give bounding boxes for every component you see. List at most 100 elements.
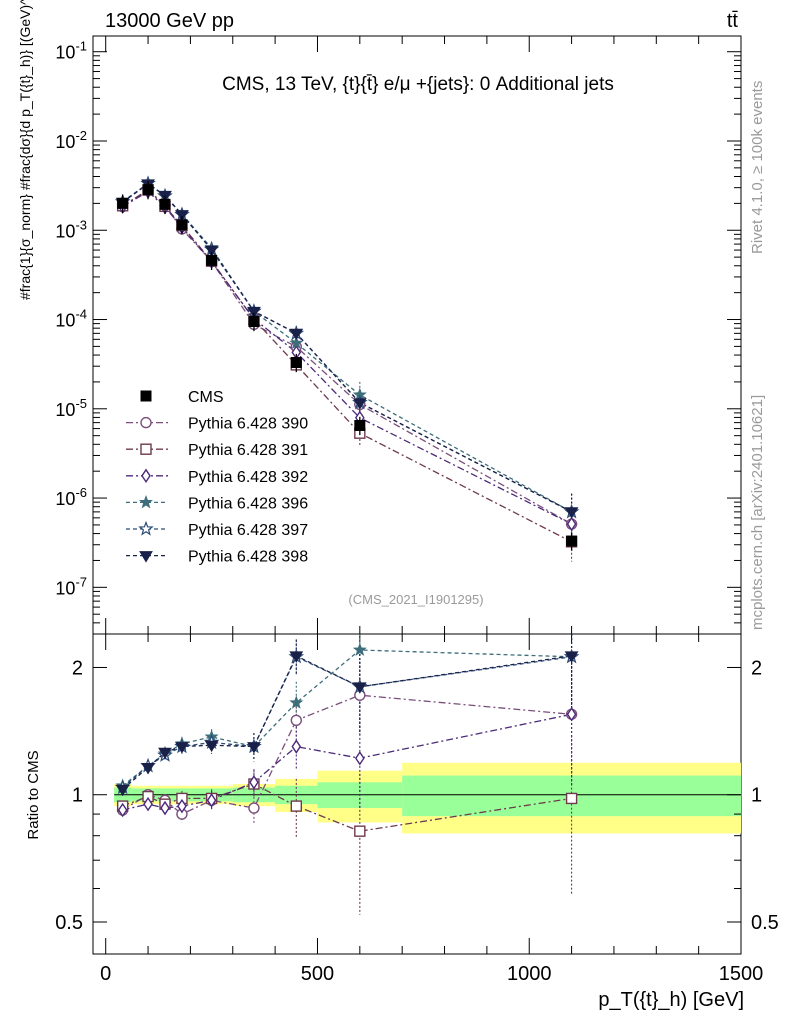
legend-entry: Pythia 6.428 398: [126, 549, 308, 566]
marker-square: [206, 254, 218, 266]
y-tick-label-top: 10-6: [55, 485, 87, 509]
x-tick-label: 1500: [719, 963, 764, 985]
y-axis-label-bottom: Ratio to CMS: [25, 750, 42, 839]
marker-diamond: [141, 468, 151, 484]
header-right: tt̄: [727, 10, 739, 32]
axes: 10-7 10-6 10-5 10-4 10-3 10-2 10-1 0.5 0.5 1 1 2 2 0 5…: [55, 36, 779, 985]
legend-entry: Pythia 6.428 392: [126, 468, 308, 486]
marker-triangle: [141, 762, 155, 775]
marker-triangle: [564, 507, 579, 519]
series-line-ratio: [122, 649, 572, 787]
legend: CMS Pythia 6.428 390 Pythia 6.428 391 Pythi…: [126, 389, 308, 566]
series-line-top: [122, 182, 572, 513]
marker-triangle: [175, 210, 189, 222]
legend-entry-cms: CMS: [140, 389, 224, 406]
marker-star: [138, 520, 154, 536]
series-line-top: [122, 183, 572, 513]
marker-diamond: [249, 775, 259, 790]
x-tick-label: 500: [301, 963, 334, 985]
y-tick-label-top: 10-5: [55, 396, 87, 420]
series-line-top: [122, 182, 572, 513]
marker-triangle: [175, 742, 189, 754]
marker-square: [354, 825, 366, 837]
marker-square: [159, 198, 171, 210]
marker-diamond: [143, 796, 153, 812]
marker-square: [290, 357, 302, 369]
y-tick-label-bottom-right: 1: [751, 785, 762, 807]
legend-entry: Pythia 6.428 397: [126, 520, 308, 539]
legend-entry: Pythia 6.428 391: [126, 442, 308, 459]
marker-triangle: [115, 784, 130, 797]
legend-label: Pythia 6.428 391: [188, 442, 308, 459]
legend-label: Pythia 6.428 392: [188, 469, 308, 486]
marker-triangle: [158, 747, 172, 760]
y-tick-label-bottom: 1: [72, 785, 83, 807]
marker-square: [140, 390, 152, 402]
x-tick-label: 1000: [507, 963, 552, 985]
marker-circle: [140, 416, 152, 429]
chart-title: CMS, 13 TeV, {t}{t̄} e/μ +{jets}: 0 Addi…: [222, 74, 614, 95]
x-axis-label: p_T({t}_h) [GeV]: [598, 989, 744, 1011]
marker-triangle: [289, 328, 304, 341]
marker-triangle: [352, 398, 367, 410]
y-tick-label-top: 10-7: [55, 574, 87, 598]
y-tick-label-top: 10-4: [55, 307, 87, 331]
marker-diamond: [117, 802, 128, 818]
marker-diamond: [177, 798, 187, 814]
legend-entry: Pythia 6.428 390: [126, 416, 308, 433]
marker-square: [142, 184, 154, 196]
ratio-panel-series: [114, 634, 580, 915]
marker-diamond: [354, 750, 365, 766]
x-tick-label: 0: [100, 963, 111, 985]
y-axis-label-top: #frac{1}{σ_norm} #frac{dσ}{d p_T({t}_h)}…: [17, 0, 33, 300]
y-tick-label-bottom: 2: [72, 657, 83, 679]
legend-label: Pythia 6.428 398: [188, 549, 308, 566]
marker-diamond: [291, 739, 302, 754]
marker-square: [354, 419, 366, 431]
top-panel-frame: [92, 35, 742, 635]
marker-triangle: [289, 651, 304, 663]
y-tick-label-top: 10-3: [55, 217, 87, 241]
marker-star: [139, 495, 153, 509]
rivet-label: Rivet 4.1.0, ≥ 100k events: [749, 81, 766, 254]
y-tick-label-top: 10-2: [55, 128, 87, 152]
marker-square: [140, 443, 152, 455]
y-tick-label-top: 10-1: [55, 39, 87, 63]
marker-star: [289, 335, 304, 350]
marker-circle: [290, 714, 302, 726]
legend-label: Pythia 6.428 396: [188, 495, 308, 512]
marker-star: [289, 695, 304, 709]
series-line-top: [122, 189, 572, 543]
top-panel-series: [114, 175, 580, 562]
mcplots-label: mcplots.cern.ch [arXiv:2401.10621]: [749, 395, 766, 630]
marker-square: [566, 535, 578, 547]
marker-triangle: [139, 551, 153, 563]
marker-diamond: [566, 516, 577, 532]
y-tick-label-bottom: 0.5: [55, 912, 83, 934]
marker-triangle: [247, 742, 261, 754]
marker-square: [290, 800, 302, 812]
legend-label: Pythia 6.428 397: [188, 522, 308, 539]
watermark: (CMS_2021_I1901295): [348, 592, 483, 607]
marker-square: [565, 792, 578, 805]
marker-star: [352, 642, 367, 656]
marker-square: [248, 316, 260, 328]
marker-triangle: [247, 306, 261, 319]
legend-entry: Pythia 6.428 396: [126, 495, 308, 512]
header-left: 13000 GeV pp: [105, 10, 234, 32]
marker-diamond: [160, 800, 170, 816]
marker-triangle: [204, 245, 219, 257]
y-tick-label-bottom-right: 0.5: [751, 912, 779, 934]
legend-label: Pythia 6.428 390: [188, 416, 308, 433]
marker-triangle: [564, 651, 579, 663]
y-tick-label-bottom-right: 2: [751, 657, 762, 679]
marker-square: [117, 197, 129, 209]
marker-triangle: [204, 740, 219, 753]
marker-diamond: [206, 793, 217, 808]
legend-label-cms: CMS: [188, 389, 224, 406]
marker-diamond: [566, 707, 577, 722]
marker-square: [176, 219, 188, 231]
marker-circle: [248, 802, 260, 814]
marker-triangle: [352, 682, 367, 694]
